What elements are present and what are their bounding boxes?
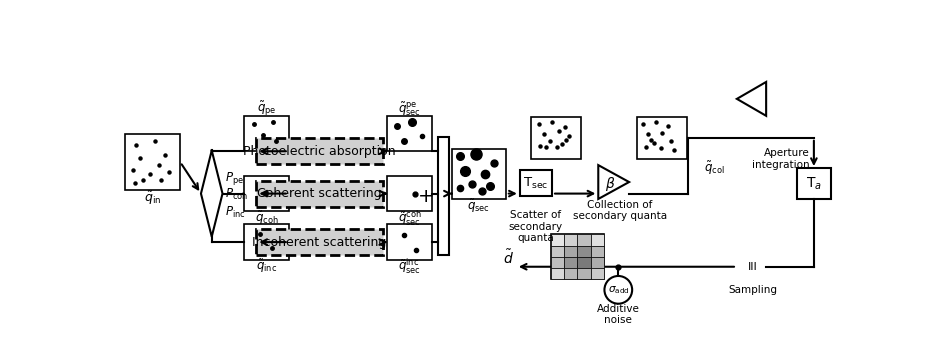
Bar [564,245,578,257]
Bar [578,257,591,268]
Bar [532,117,581,159]
Bar [256,229,383,255]
Bar [550,235,564,245]
Text: Photoelectric absorption: Photoelectric absorption [243,145,396,158]
Bar [578,235,591,245]
Bar [591,257,605,268]
Bar [388,116,431,151]
Bar [256,138,383,164]
Bar [636,117,687,159]
Text: $P_{\rm inc}$: $P_{\rm inc}$ [225,205,245,220]
Bar [591,268,605,279]
Bar [388,224,431,260]
Bar [244,224,288,260]
Bar [578,268,591,279]
Text: Additive
noise: Additive noise [597,304,639,325]
Bar [244,176,288,211]
Bar [256,181,383,207]
Text: $+$: $+$ [417,187,433,206]
Text: Sampling: Sampling [728,285,778,295]
Bar [519,171,552,196]
Text: Coherent scattering: Coherent scattering [257,187,382,200]
Bar [591,245,605,257]
Text: Aperture
integration: Aperture integration [753,148,810,170]
Text: $\tilde{d}$: $\tilde{d}$ [503,248,514,267]
Circle shape [605,276,632,304]
Bar [438,138,449,255]
Text: $\sigma_{\rm add}$: $\sigma_{\rm add}$ [607,284,629,296]
Polygon shape [737,82,767,116]
Text: $\tilde{q}_{\rm sec}$: $\tilde{q}_{\rm sec}$ [467,198,490,215]
Bar [591,235,605,245]
Bar [550,257,564,268]
Text: III: III [748,262,758,272]
Text: $\tilde{q}_{\rm coh}$: $\tilde{q}_{\rm coh}$ [255,210,278,227]
Bar [550,245,564,257]
Bar [564,257,578,268]
Bar [550,268,564,279]
Text: $\tilde{q}_{\rm sec}^{\rm inc}$: $\tilde{q}_{\rm sec}^{\rm inc}$ [398,257,421,277]
Bar [244,116,288,151]
Bar [564,235,578,245]
Bar [550,235,605,279]
Text: $\tilde{q}_{\rm sec}^{\rm pe}$: $\tilde{q}_{\rm sec}^{\rm pe}$ [398,100,421,118]
Text: $\mathrm{T}_{\rm sec}$: $\mathrm{T}_{\rm sec}$ [523,176,548,191]
Text: Incoherent scattering: Incoherent scattering [253,236,387,249]
Text: $\mathrm{T}_{a}$: $\mathrm{T}_{a}$ [806,175,822,192]
Text: Scatter of
secondary
quanta: Scatter of secondary quanta [509,210,563,243]
Text: $\beta$: $\beta$ [606,174,616,193]
Text: $\tilde{q}_{\rm pe}$: $\tilde{q}_{\rm pe}$ [256,100,276,118]
Bar [564,268,578,279]
Text: $\tilde{q}_{\rm sec}^{\rm coh}$: $\tilde{q}_{\rm sec}^{\rm coh}$ [398,209,421,228]
Text: $P_{\rm coh}$: $P_{\rm coh}$ [225,187,248,202]
Bar [797,168,831,199]
Text: Collection of
secondary quanta: Collection of secondary quanta [573,200,667,221]
Bar [388,176,431,211]
Text: $\tilde{q}_{\rm inc}$: $\tilde{q}_{\rm inc}$ [256,258,277,275]
Text: $\tilde{q}_{\rm in}$: $\tilde{q}_{\rm in}$ [144,189,161,207]
Bar [578,245,591,257]
Bar [124,134,180,190]
Text: $P_{\rm pe}$: $P_{\rm pe}$ [225,170,243,187]
Polygon shape [598,165,629,199]
Text: $\tilde{q}_{\rm col}$: $\tilde{q}_{\rm col}$ [704,160,724,177]
Bar [452,149,505,199]
